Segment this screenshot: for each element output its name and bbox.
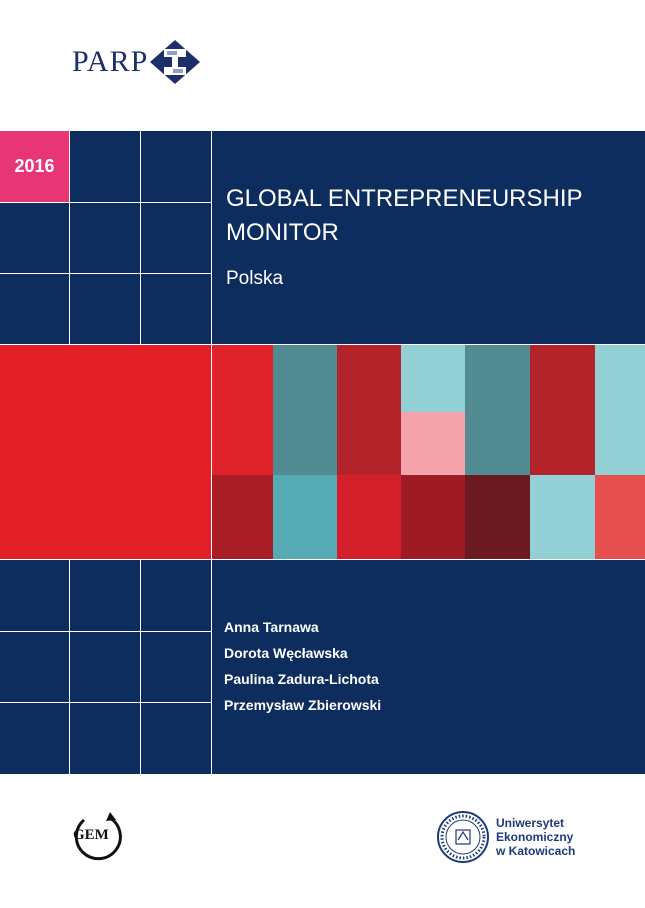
mosaic-band	[0, 345, 645, 559]
gem-logo-icon	[74, 812, 122, 861]
author-name: Dorota Węcławska	[224, 645, 348, 661]
gem-logo-text: GEM	[73, 827, 109, 843]
parp-logo-text: PARP	[72, 45, 149, 78]
mosaic-cell	[337, 475, 401, 559]
mosaic-cell	[530, 345, 595, 475]
mosaic-cell	[401, 345, 465, 412]
university-name: Uniwersytet Ekonomiczny w Katowicach	[496, 816, 575, 858]
gem-logo: GEM	[70, 812, 130, 862]
top-panel	[0, 131, 645, 345]
mosaic-cell	[212, 475, 273, 559]
university-line: Ekonomiczny	[496, 830, 574, 844]
mosaic-cell	[465, 345, 530, 475]
author-name: Anna Tarnawa	[224, 619, 319, 635]
university-line: Uniwersytet	[496, 816, 565, 830]
mosaic-cell	[465, 475, 530, 559]
report-title: GLOBAL ENTREPRENEURSHIP MONITOR	[226, 185, 583, 246]
report-subtitle: Polska	[226, 268, 284, 289]
mosaic-cell	[530, 475, 595, 559]
bottom-panel	[0, 560, 645, 774]
mosaic-cell	[273, 345, 337, 475]
mosaic-cell	[401, 475, 465, 559]
university-seal-icon	[437, 811, 489, 863]
mosaic-cell	[337, 345, 401, 475]
year-badge: 2016	[0, 131, 69, 202]
mosaic-red-block	[0, 345, 211, 559]
author-list: Anna Tarnawa Dorota Węcławska Paulina Za…	[224, 614, 381, 718]
mosaic-cell	[595, 345, 645, 475]
mosaic-cell	[401, 412, 465, 475]
mosaic-cell	[595, 475, 645, 559]
parp-logo-icon	[150, 40, 200, 84]
university-line: w Katowicach	[496, 844, 576, 858]
author-name: Paulina Zadura-Lichota	[224, 671, 379, 687]
mosaic-cell	[212, 345, 273, 475]
author-name: Przemysław Zbierowski	[224, 697, 382, 713]
mosaic-cell	[273, 475, 337, 559]
